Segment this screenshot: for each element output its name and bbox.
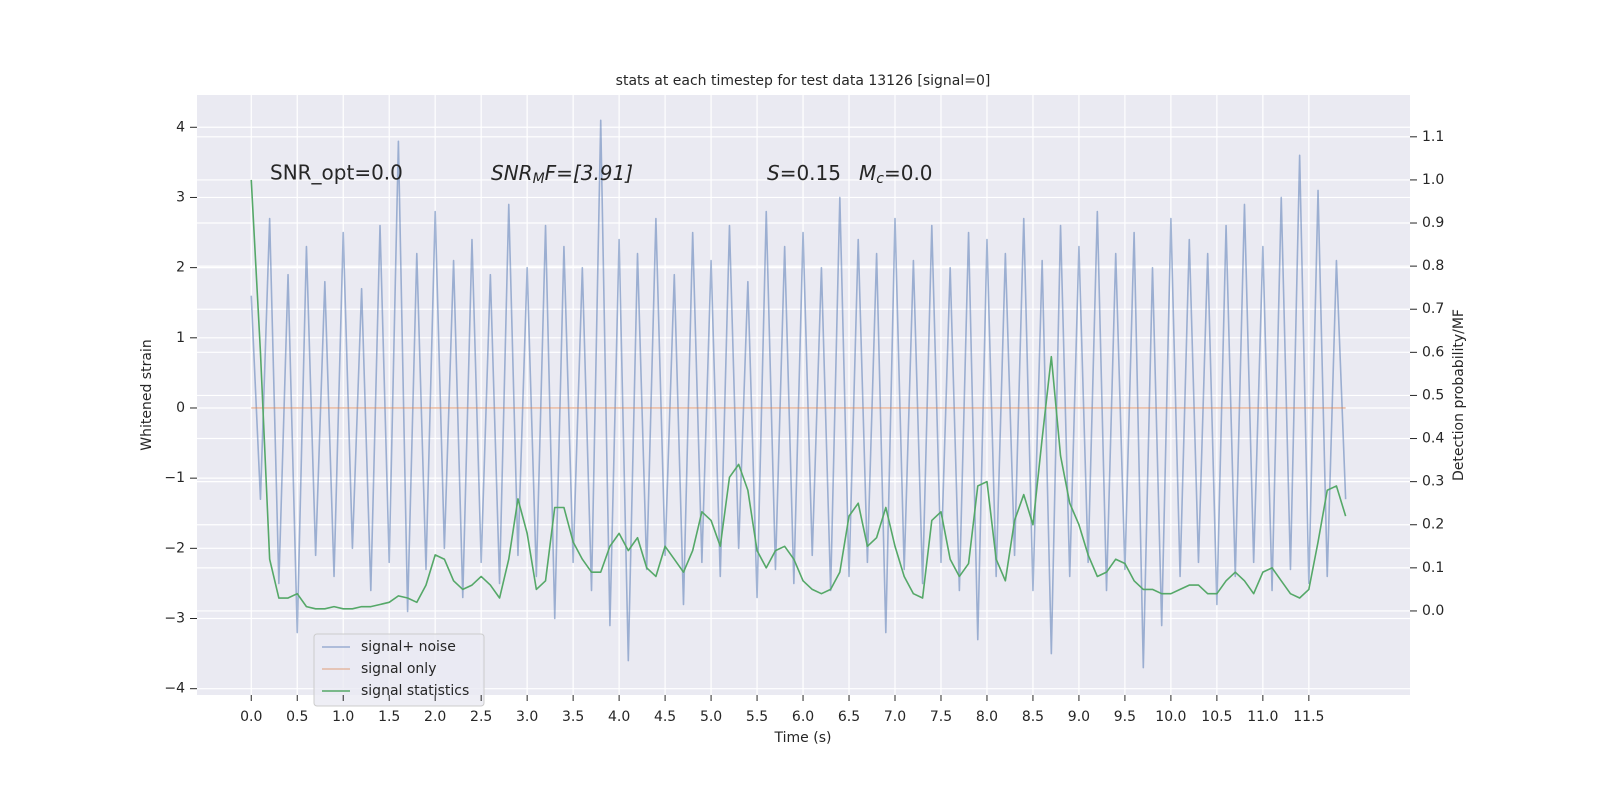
- y-tick-label: 4: [176, 119, 185, 135]
- y-tick-label: 2: [176, 260, 185, 276]
- annotation-part: F=[3.91]: [545, 161, 633, 185]
- x-tick-label: 10.0: [1155, 709, 1186, 725]
- x-tick-label: 6.5: [838, 709, 860, 725]
- annotation-part: =0.0: [884, 161, 933, 185]
- annotation-part: M: [859, 161, 876, 185]
- y2-axis-label: Detection probability/MF: [1451, 309, 1467, 481]
- legend-label: signal statistics: [361, 683, 469, 699]
- y2-tick-label: 0.6: [1422, 344, 1444, 360]
- annotation: Mc=0.0: [859, 161, 933, 188]
- y-tick-label: 0: [176, 400, 185, 416]
- y-axis-label: Whitened strain: [139, 339, 155, 450]
- annotation-part: M: [533, 171, 545, 187]
- y2-tick-label: 0.3: [1422, 474, 1444, 490]
- x-tick-label: 5.5: [746, 709, 768, 725]
- x-tick-label: 8.5: [1022, 709, 1044, 725]
- chart-title: stats at each timestep for test data 131…: [616, 73, 991, 89]
- x-tick-label: 7.5: [930, 709, 952, 725]
- annotation-part: SNR: [491, 161, 533, 185]
- annotation: SNR_opt=0.0: [270, 161, 403, 185]
- x-axis-label: Time (s): [774, 730, 832, 746]
- legend-box: [313, 633, 485, 707]
- y-tick-label: −4: [164, 681, 185, 697]
- x-tick-label: 10.5: [1201, 709, 1232, 725]
- x-tick-label: 11.5: [1293, 709, 1324, 725]
- x-tick-label: 0.5: [286, 709, 308, 725]
- y2-tick-label: 1.0: [1422, 172, 1444, 188]
- y2-tick-label: 0.5: [1422, 387, 1444, 403]
- y-tick-label: −3: [164, 611, 185, 627]
- legend-label: signal only: [361, 661, 436, 677]
- x-tick-label: 3.0: [516, 709, 538, 725]
- y2-tick-label: 0.8: [1422, 258, 1444, 274]
- y-tick-label: 3: [176, 189, 185, 205]
- x-tick-label: 2.5: [470, 709, 492, 725]
- x-tick-label: 1.5: [378, 709, 400, 725]
- annotation-part: S: [767, 161, 780, 185]
- x-tick-label: 4.5: [654, 709, 676, 725]
- y2-tick-label: 1.1: [1422, 129, 1444, 145]
- x-tick-label: 2.0: [424, 709, 446, 725]
- annotation: S=0.15: [767, 161, 841, 185]
- x-tick-label: 7.0: [884, 709, 906, 725]
- y2-tick-label: 0.1: [1422, 560, 1444, 576]
- x-tick-label: 3.5: [562, 709, 584, 725]
- x-tick-label: 11.0: [1247, 709, 1278, 725]
- y2-tick-label: 0.0: [1422, 603, 1444, 619]
- y2-tick-label: 0.4: [1422, 431, 1444, 447]
- y2-tick-label: 0.9: [1422, 215, 1444, 231]
- annotation-part: =0.15: [780, 161, 841, 185]
- x-tick-label: 1.0: [332, 709, 354, 725]
- y-tick-label: −1: [164, 470, 185, 486]
- y2-tick-label: 0.7: [1422, 301, 1444, 317]
- x-tick-label: 5.0: [700, 709, 722, 725]
- x-tick-label: 6.0: [792, 709, 814, 725]
- y-tick-label: −2: [164, 540, 185, 556]
- annotation: SNRMF=[3.91]: [491, 161, 633, 188]
- x-tick-label: 4.0: [608, 709, 630, 725]
- y2-tick-label: 0.2: [1422, 517, 1444, 533]
- annotation-part: c: [876, 171, 884, 187]
- y-tick-label: 1: [176, 330, 185, 346]
- series-line: [250, 179, 1347, 610]
- x-tick-label: 8.0: [976, 709, 998, 725]
- x-tick-label: 9.5: [1114, 709, 1136, 725]
- x-tick-label: 0.0: [240, 709, 262, 725]
- x-tick-label: 9.0: [1068, 709, 1090, 725]
- legend-label: signal+ noise: [361, 639, 456, 655]
